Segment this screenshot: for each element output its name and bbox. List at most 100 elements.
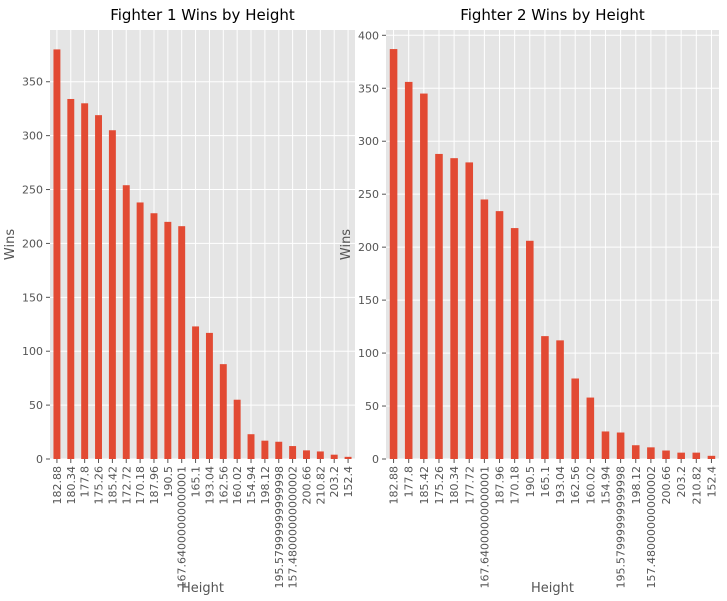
bar	[192, 326, 200, 459]
x-tick-label: 154.94	[245, 466, 258, 505]
x-tick-label: 190.5	[524, 466, 537, 498]
x-tick-label: 193.04	[203, 466, 216, 505]
y-tick-label: 300	[358, 135, 379, 148]
bar	[95, 115, 102, 460]
bar	[571, 378, 579, 459]
x-tick-label: 170.18	[134, 466, 147, 505]
x-tick-label: 167.64000000000001	[176, 466, 189, 588]
x-tick-label: 180.34	[448, 466, 461, 505]
x-tick-label: 187.96	[494, 466, 507, 505]
y-tick-label: 200	[22, 237, 43, 250]
bar	[316, 451, 324, 459]
bar	[136, 202, 144, 459]
bar	[435, 153, 443, 459]
bar	[647, 447, 655, 459]
bar	[205, 332, 213, 459]
bar	[707, 455, 716, 459]
x-tick-label: 185.42	[418, 466, 431, 505]
bar	[219, 364, 227, 459]
x-tick-label: 193.04	[554, 466, 567, 505]
x-tick-label: 185.42	[106, 466, 119, 505]
bar	[526, 240, 534, 459]
bar	[108, 130, 116, 459]
bar	[495, 211, 504, 459]
chart-panel-2: 0 50 100 150 200 250 300 350 400 182.88 177.8 185.4…	[339, 6, 719, 596]
bar	[247, 434, 255, 459]
bar	[420, 93, 428, 460]
x-tick-label: 210.82	[690, 466, 703, 505]
y-tick-label: 0	[372, 453, 379, 466]
x-tick-label: 167.64000000000001	[478, 466, 491, 588]
x-tick-label: 152.4	[705, 466, 718, 498]
bar	[586, 397, 595, 459]
y-tick-label: 250	[358, 188, 379, 201]
x-tick-label: 172.72	[120, 466, 133, 505]
bar	[164, 221, 172, 459]
x-tick-label: 160.02	[231, 466, 244, 505]
bar	[616, 432, 625, 459]
x-axis-label: Height	[531, 581, 574, 596]
x-tick-label: 210.82	[314, 466, 327, 505]
chart-title: Fighter 2 Wins by Height	[460, 6, 645, 24]
bar	[122, 185, 130, 460]
y-tick-label: 100	[22, 345, 43, 358]
x-tick-label: 157.48000000000002	[645, 466, 658, 588]
bar	[150, 213, 158, 459]
bar	[450, 158, 458, 460]
x-tick-label: 190.5	[162, 466, 175, 498]
x-tick-label: 203.2	[675, 466, 688, 498]
bar	[303, 450, 310, 459]
bar	[601, 431, 610, 459]
bar	[330, 454, 338, 459]
x-tick-label: 200.66	[300, 466, 313, 505]
y-tick-label: 150	[22, 291, 43, 304]
x-tick-label: 152.4	[342, 466, 355, 498]
x-tick-label: 165.1	[539, 466, 552, 498]
x-tick-label: 200.66	[660, 466, 673, 505]
x-tick-label: 177.8	[79, 466, 92, 498]
y-tick-label: 50	[365, 400, 379, 413]
y-tick-label: 50	[29, 399, 43, 412]
x-tick-label: 177.72	[463, 466, 476, 505]
bar	[289, 446, 297, 459]
chart-title: Fighter 1 Wins by Height	[110, 6, 295, 24]
bar	[692, 452, 701, 459]
bar	[261, 440, 269, 459]
y-tick-label: 350	[22, 76, 43, 89]
bar	[677, 452, 685, 459]
x-tick-label: 175.26	[93, 466, 106, 505]
bar	[53, 49, 61, 460]
x-tick-label: 157.48000000000002	[287, 466, 300, 588]
y-axis-label: Wins	[339, 229, 354, 260]
x-tick-label: 198.12	[630, 466, 643, 505]
bar	[556, 340, 564, 459]
bar	[404, 81, 413, 460]
x-tick-label: 195.57999999999998	[615, 466, 628, 588]
bar	[510, 228, 519, 459]
x-tick-label: 165.1	[190, 466, 203, 498]
y-tick-label: 200	[358, 241, 379, 254]
bar	[178, 226, 186, 459]
bar	[480, 199, 489, 459]
x-tick-label: 162.56	[569, 466, 582, 505]
x-tick-label: 187.96	[148, 466, 161, 505]
y-tick-label: 0	[36, 453, 43, 466]
bar	[465, 162, 474, 459]
y-tick-label: 250	[22, 184, 43, 197]
x-tick-label: 175.26	[433, 466, 446, 505]
bar	[233, 399, 241, 459]
x-tick-label: 154.94	[599, 466, 612, 505]
y-axis-label: Wins	[3, 229, 18, 260]
x-axis-label: Height	[181, 581, 224, 596]
bar	[344, 456, 352, 459]
bar	[631, 445, 640, 459]
bar	[67, 98, 75, 459]
x-tick-label: 170.18	[509, 466, 522, 505]
x-tick-label: 160.02	[584, 466, 597, 505]
y-tick-label: 300	[22, 130, 43, 143]
y-tick-label: 100	[358, 347, 379, 360]
x-tick-label: 182.88	[51, 466, 64, 505]
y-tick-label: 350	[358, 82, 379, 95]
